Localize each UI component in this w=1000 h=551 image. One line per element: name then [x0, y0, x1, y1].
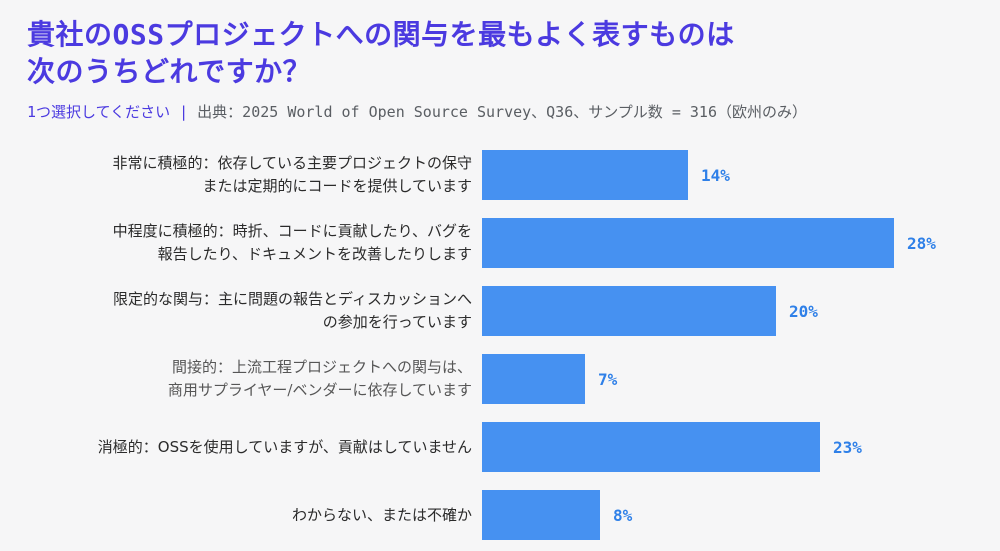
value-label: 23%: [833, 437, 862, 457]
chart-title-line-2: 次のうちどれですか？: [27, 55, 312, 88]
bar: [482, 490, 600, 540]
bar: [482, 286, 776, 336]
bar: [482, 218, 894, 268]
bar-label: 消極的：OSSを使用していますが、貢献はしていません: [97, 437, 472, 456]
subtitle-separator: |: [179, 103, 189, 121]
value-label: 28%: [907, 233, 936, 253]
bar: [482, 150, 688, 200]
bar-row: 非常に積極的：依存している主要プロジェクトの保守 または定期的にコードを提供して…: [27, 150, 970, 200]
bar-chart: 非常に積極的：依存している主要プロジェクトの保守 または定期的にコードを提供して…: [27, 150, 970, 540]
bar-row: 間接的：上流工程プロジェクトへの関与は、 商用サプライヤー/ベンダーに依存してい…: [27, 354, 970, 404]
value-label: 14%: [701, 165, 730, 185]
bar-row: わからない、または不確か 8%: [27, 490, 970, 540]
value-label: 8%: [613, 505, 633, 525]
bar-label: 非常に積極的：依存している主要プロジェクトの保守 または定期的にコードを提供して…: [112, 154, 472, 195]
bar-label: 中程度に積極的：時折、コードに貢献したり、バグを 報告したり、ドキュメントを改善…: [112, 222, 472, 263]
bar-label: わからない、または不確か: [291, 505, 472, 524]
chart-subtitle: 1つ選択してください | 出典：2025 World of Open Source …: [27, 101, 970, 122]
bar-label: 限定的な関与：主に問題の報告とディスカッションへ の参加を行っています: [113, 290, 472, 331]
value-label: 20%: [789, 301, 818, 321]
instruction-text: 1つ選択してください: [27, 103, 171, 121]
bar: [482, 354, 585, 404]
chart-title-line-1: 貴社のOSSプロジェクトへの関与を最もよく表すものは: [27, 18, 735, 51]
source-text: 出典：2025 World of Open Source Survey、Q36、…: [197, 103, 807, 121]
value-label: 7%: [598, 369, 618, 389]
bar-row: 限定的な関与：主に問題の報告とディスカッションへ の参加を行っています 20%: [27, 286, 970, 336]
bar-row: 消極的：OSSを使用していますが、貢献はしていません 23%: [27, 422, 970, 472]
bar-label: 間接的：上流工程プロジェクトへの関与は、 商用サプライヤー/ベンダーに依存してい…: [167, 358, 472, 399]
chart-title: 貴社のOSSプロジェクトへの関与を最もよく表すものは 次のうちどれですか？: [27, 16, 970, 90]
bar-row: 中程度に積極的：時折、コードに貢献したり、バグを 報告したり、ドキュメントを改善…: [27, 218, 970, 268]
bar: [482, 422, 820, 472]
